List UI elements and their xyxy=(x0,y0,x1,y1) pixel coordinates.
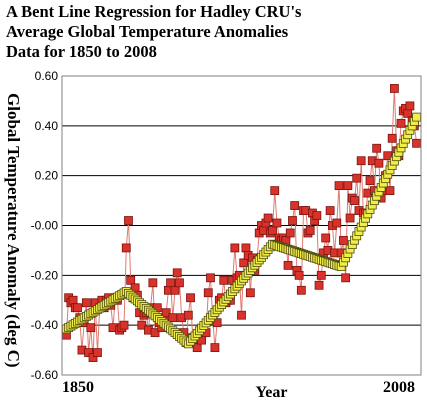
observed-point-1931 xyxy=(241,243,251,253)
observed-point-1853 xyxy=(68,295,78,305)
fit-point-2008 xyxy=(412,112,421,122)
observed-point-1878 xyxy=(124,216,133,225)
y-tick-label-1: 0.40 xyxy=(35,119,59,133)
y-tick-label-3: -0.00 xyxy=(31,219,59,233)
observed-point-1897 xyxy=(166,278,175,288)
observed-point-1943 xyxy=(268,226,277,235)
observed-point-2004 xyxy=(403,108,413,118)
observed-point-1879 xyxy=(126,275,136,285)
observed-point-1965 xyxy=(316,270,326,280)
observed-point-1956 xyxy=(296,285,306,295)
observed-point-1915 xyxy=(206,273,215,283)
y-tick-label-5: -0.40 xyxy=(31,318,59,332)
observed-point-1860 xyxy=(84,348,93,357)
x-tick-labels: 1850 2008 xyxy=(62,379,415,396)
observed-point-1861 xyxy=(86,323,96,333)
observed-point-1930 xyxy=(239,258,249,268)
observed-point-1955 xyxy=(294,270,304,280)
plot-frame xyxy=(61,75,422,376)
observed-point-2008 xyxy=(412,138,421,148)
chart-title-line-2: Average Global Temperature Anomalies xyxy=(6,22,289,41)
observed-point-1950 xyxy=(283,260,293,270)
observed-point-1981 xyxy=(352,173,362,183)
observed-point-1905 xyxy=(183,310,193,320)
observed-point-1997 xyxy=(387,133,397,143)
observed-point-1998 xyxy=(390,84,399,93)
observed-point-1944 xyxy=(270,186,280,196)
y-axis-label: Global Temperature Anomaly (deg C) xyxy=(4,92,23,368)
observed-point-1929 xyxy=(237,310,246,320)
observed-point-1884 xyxy=(137,320,147,330)
observed-point-1864 xyxy=(93,348,102,357)
observed-point-1889 xyxy=(148,278,158,288)
y-tick-labels: 0.60 0.40 0.20 -0.00 -0.20 -0.40 -0.60 xyxy=(31,69,59,382)
observed-point-1862 xyxy=(88,353,98,362)
observed-point-1945 xyxy=(272,218,282,228)
chart-title-line-3: Data for 1850 to 2008 xyxy=(6,42,157,61)
observed-point-1960 xyxy=(305,226,315,235)
observed-point-1983 xyxy=(356,156,366,166)
y-tick-label-0: 0.60 xyxy=(35,69,59,83)
observed-point-1996 xyxy=(385,186,395,196)
observed-point-1963 xyxy=(312,211,322,220)
observed-point-1933 xyxy=(245,288,255,298)
observed-point-1952 xyxy=(288,216,297,225)
observed-point-1964 xyxy=(314,280,324,290)
observed-point-1901 xyxy=(175,278,184,288)
observed-point-1990 xyxy=(372,143,382,153)
observed-point-1953 xyxy=(290,201,300,210)
observed-point-1890 xyxy=(150,328,160,338)
observed-point-1926 xyxy=(230,243,240,253)
observed-point-1951 xyxy=(285,228,295,238)
observed-point-1909 xyxy=(192,343,202,352)
observed-point-1876 xyxy=(119,320,129,330)
x-tick-label-1: 2008 xyxy=(383,379,415,396)
observed-point-1980 xyxy=(350,196,359,205)
observed-point-1967 xyxy=(321,233,331,243)
observed-point-1855 xyxy=(73,303,82,313)
observed-point-1976 xyxy=(341,273,351,283)
observed-point-1898 xyxy=(168,313,178,323)
chart-title-line-1: A Bent Line Regression for Hadley CRU's xyxy=(6,2,302,21)
y-axis-label-container: Global Temperature Anomaly (deg C) xyxy=(0,60,26,400)
x-axis-label: Year xyxy=(256,384,288,401)
observed-point-1877 xyxy=(121,243,131,253)
observed-point-1987 xyxy=(365,176,375,186)
observed-point-2005 xyxy=(405,101,415,111)
observed-point-1895 xyxy=(161,308,171,318)
observed-point-1978 xyxy=(345,213,355,223)
observed-point-1975 xyxy=(339,236,348,245)
observed-point-1899 xyxy=(170,285,180,295)
observed-point-1859 xyxy=(81,298,91,308)
observed-point-1941 xyxy=(263,213,273,223)
observed-point-1972 xyxy=(332,218,342,228)
observed-point-1995 xyxy=(383,151,393,161)
observed-point-1914 xyxy=(203,288,213,298)
x-tick-label-0: 1850 xyxy=(62,379,94,396)
observed-point-1906 xyxy=(186,293,195,303)
observed-point-2001 xyxy=(396,118,406,128)
y-tick-label-6: -0.60 xyxy=(31,368,59,382)
observed-point-1973 xyxy=(334,181,344,191)
observed-point-1969 xyxy=(325,206,335,215)
observed-point-1977 xyxy=(343,181,353,191)
observed-point-1991 xyxy=(374,158,384,168)
y-tick-label-4: -0.20 xyxy=(31,268,59,282)
fit-points xyxy=(62,112,421,349)
observed-point-1900 xyxy=(172,268,182,278)
observed-point-1917 xyxy=(210,343,220,352)
observed-point-1921 xyxy=(219,275,229,285)
observed-point-1918 xyxy=(212,318,222,328)
chart-title: A Bent Line Regression for Hadley CRU's … xyxy=(6,2,421,62)
y-tick-label-2: 0.20 xyxy=(35,169,59,183)
